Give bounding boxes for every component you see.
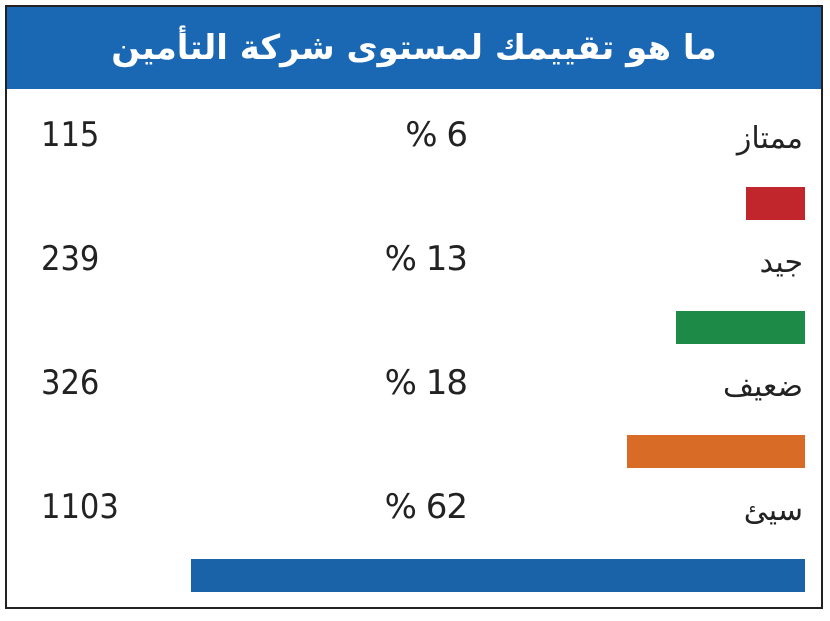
chart-title: ما هو تقييمك لمستوى شركة التأمين <box>111 28 717 68</box>
count-label: 1103 <box>41 487 119 527</box>
count-label: 115 <box>41 115 100 155</box>
percent-label: % 18 <box>384 363 468 403</box>
bar <box>191 559 805 592</box>
chart-row: 115 % 6 ممتاز <box>7 107 821 231</box>
chart-row: 239 % 13 جيد <box>7 231 821 355</box>
percent-label: % 62 <box>384 487 468 527</box>
bar <box>746 187 805 220</box>
chart-row: 326 % 18 ضعيف <box>7 355 821 479</box>
percent-label: % 6 <box>405 115 468 155</box>
percent-label: % 13 <box>384 239 468 279</box>
chart-header: ما هو تقييمك لمستوى شركة التأمين <box>7 7 821 89</box>
chart-row: 1103 % 62 سيئ <box>7 479 821 603</box>
category-label: جيد <box>759 245 803 280</box>
bar <box>627 435 805 468</box>
category-label: ضعيف <box>722 369 803 404</box>
bar <box>676 311 805 344</box>
count-label: 239 <box>41 239 100 279</box>
count-label: 326 <box>41 363 100 403</box>
chart-frame: ما هو تقييمك لمستوى شركة التأمين 115 % 6 م… <box>5 5 823 609</box>
category-label: سيئ <box>743 493 803 528</box>
category-label: ممتاز <box>736 121 803 156</box>
